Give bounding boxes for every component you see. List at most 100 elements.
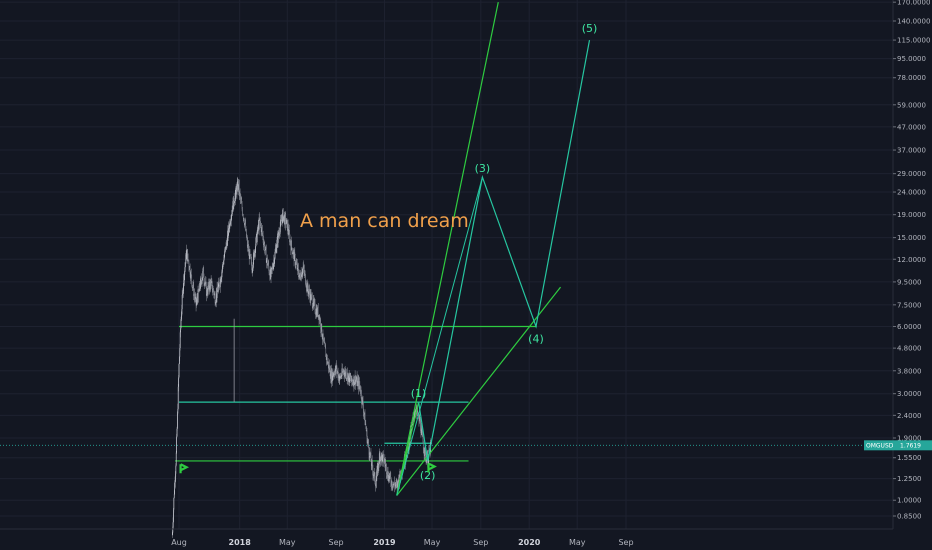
candle-body [280, 219, 282, 221]
candle-body [359, 381, 360, 386]
candle-body [344, 373, 345, 377]
candle-body [410, 427, 412, 435]
candle-body [233, 196, 235, 204]
candle-body [331, 370, 333, 381]
candle-body [226, 242, 227, 243]
candle-body [204, 283, 206, 285]
x-tick-label: Sep [473, 538, 488, 547]
candle-body [231, 215, 232, 221]
candle-body [225, 246, 227, 250]
candle-body [200, 278, 202, 282]
trend-line[interactable] [396, 2, 499, 496]
candle-body [208, 282, 210, 289]
candle-body [304, 273, 306, 274]
candle-body [277, 235, 278, 240]
candle-body [180, 319, 182, 329]
candle-body [237, 180, 239, 190]
candle-body [392, 484, 394, 488]
candle-body [316, 309, 317, 317]
candle-body [288, 231, 289, 235]
candle-body [325, 348, 327, 357]
candle-body [206, 283, 207, 296]
candle-body [369, 454, 370, 458]
candle-body [324, 342, 325, 344]
candle-body [381, 453, 383, 456]
candle-body [382, 454, 383, 462]
y-tick-label: 3.8000 [897, 367, 922, 375]
candle-body [383, 454, 385, 463]
y-tick-label: 24.0000 [897, 189, 926, 197]
candle-body [397, 481, 398, 488]
wave-label: (2) [420, 469, 436, 482]
candle-body [250, 255, 252, 259]
candle-body [259, 218, 261, 223]
candle-body [253, 251, 255, 253]
candle-body [269, 274, 271, 280]
candle-body [280, 219, 282, 222]
candle-body [313, 301, 315, 303]
candle-body [330, 376, 331, 379]
candle-body [220, 279, 221, 283]
candle-body [221, 277, 222, 280]
candle-body [296, 263, 298, 264]
candle-body [201, 280, 203, 284]
candle-body [261, 227, 263, 230]
candle-body [215, 301, 217, 305]
candle-body [215, 293, 217, 302]
y-tick-label: 12.0000 [897, 256, 926, 264]
price-axis[interactable]: 170.0000 140.0000 115.0000 95.0000 78.0000 59… [892, 0, 930, 529]
wave-guide-line[interactable] [396, 176, 483, 496]
candle-body [182, 291, 183, 296]
y-tick-label: 1.9000 [897, 434, 922, 442]
candle-body [382, 454, 384, 455]
candle-body [181, 309, 183, 316]
candle-body [209, 288, 210, 290]
candle-body [217, 290, 219, 292]
price-tag-value: 1.7619 [900, 442, 921, 449]
candle-body [265, 247, 267, 250]
candle-body [294, 255, 296, 265]
candle-body [194, 297, 196, 300]
candle-body [213, 293, 215, 296]
candle-body [364, 412, 366, 425]
candle-body [293, 251, 295, 261]
candle-body [221, 271, 223, 278]
candle-body [189, 266, 191, 275]
candle-body [286, 219, 288, 231]
candle-body [359, 386, 361, 391]
trend-line[interactable] [396, 401, 420, 496]
candle-body [395, 485, 396, 486]
trend-line[interactable] [396, 286, 562, 496]
candle-body [307, 283, 308, 292]
candle-body [181, 315, 182, 320]
candle-body [399, 471, 401, 481]
candle-body [339, 375, 341, 377]
candle-body [320, 328, 322, 332]
candle-body [309, 289, 310, 294]
candle-body [285, 223, 287, 225]
candle-body [209, 281, 211, 290]
candle-body [426, 459, 428, 463]
candle-body [425, 450, 427, 459]
candle-body [284, 215, 285, 225]
candle-body [422, 436, 424, 444]
candle-body [338, 378, 340, 381]
candle-body [369, 451, 371, 458]
time-axis[interactable]: Aug 2018 May Sep 2019 May Sep 2020 May Sep [0, 528, 893, 547]
candle-body [420, 420, 421, 431]
candle-body [266, 258, 268, 260]
candle-body [174, 481, 176, 484]
candle-body [186, 249, 187, 260]
trend-lines [396, 2, 562, 496]
candle-body [376, 465, 378, 470]
y-tick-label: 1.2500 [897, 475, 922, 483]
candle-body [240, 199, 242, 200]
candle-body [358, 379, 360, 390]
candle-body [267, 258, 268, 266]
candle-body [248, 249, 250, 259]
wave-path[interactable] [418, 39, 591, 462]
candle-body [387, 470, 389, 479]
x-tick-label: Sep [618, 538, 633, 547]
candle-body [348, 375, 349, 382]
